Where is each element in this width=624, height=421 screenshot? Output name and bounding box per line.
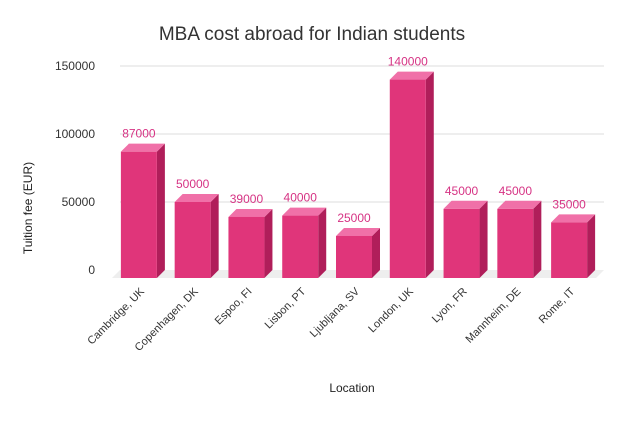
bar-top [336, 228, 380, 236]
bar [120, 143, 165, 278]
bar-front [497, 208, 534, 278]
bars-layer [120, 71, 596, 278]
bar-front [174, 202, 211, 278]
data-label: 40000 [284, 191, 318, 205]
bar [336, 228, 380, 278]
bar-front [120, 151, 157, 278]
data-label: 87000 [122, 127, 156, 141]
data-label: 50000 [176, 177, 210, 191]
bar-top [551, 214, 596, 223]
bar-top [120, 143, 165, 152]
bar-side [156, 143, 165, 278]
data-label: 35000 [552, 197, 586, 211]
data-labels-layer: 87000 50000 39000 40000 25000 140000 45000 4500… [122, 55, 586, 225]
bar-top [389, 71, 434, 80]
bar [551, 214, 596, 278]
chart-title: MBA cost abroad for Indian students [159, 24, 465, 45]
bar-top [282, 207, 327, 216]
bar [389, 71, 434, 278]
bar-top [443, 200, 488, 209]
bar-side [264, 208, 273, 278]
data-label: 45000 [499, 184, 533, 198]
bar-front [443, 208, 480, 278]
bar-top [497, 200, 542, 209]
bar-top [174, 194, 219, 202]
y-tick-label: 50000 [62, 195, 96, 209]
bar-front [282, 215, 319, 278]
y-axis-label: Tuition fee (EUR) [21, 162, 35, 254]
data-label: 25000 [337, 211, 371, 225]
y-tick-label: 100000 [55, 127, 95, 141]
x-tick-label: Rome, IT [537, 285, 578, 326]
x-axis-label: Location [329, 381, 374, 395]
bar [228, 208, 273, 278]
y-tick-label: 0 [88, 263, 95, 277]
x-tick-label: London, UK [366, 285, 416, 335]
bar-front [228, 216, 265, 278]
bar-side [587, 214, 596, 278]
bar-side [533, 200, 542, 278]
y-axis-ticks: 0 50000 100000 150000 [55, 59, 95, 277]
data-label: 45000 [445, 184, 479, 198]
bar-front [551, 222, 588, 278]
bar-side [318, 207, 327, 278]
data-label: 140000 [388, 55, 428, 69]
x-tick-label: Mannheim, DE [464, 286, 524, 346]
x-tick-label: Lyon, FR [430, 286, 470, 326]
y-tick-label: 150000 [55, 59, 95, 73]
bar [282, 207, 327, 278]
bar [497, 200, 542, 278]
bar-side [372, 228, 380, 278]
bar-front [336, 236, 372, 278]
bar-side [425, 71, 434, 278]
bar-side [479, 200, 488, 278]
bar [443, 200, 488, 278]
x-tick-label: Lisbon, PT [263, 285, 309, 331]
data-label: 39000 [230, 192, 264, 206]
x-tick-label: Espoo, FI [213, 286, 255, 328]
bar-front [389, 79, 426, 278]
bar-top [228, 208, 273, 217]
bar-side [210, 194, 219, 278]
x-tick-label: Ljubljana, SV [308, 285, 363, 340]
x-tick-label: Cambridge, UK [85, 285, 147, 347]
bar [174, 194, 219, 278]
